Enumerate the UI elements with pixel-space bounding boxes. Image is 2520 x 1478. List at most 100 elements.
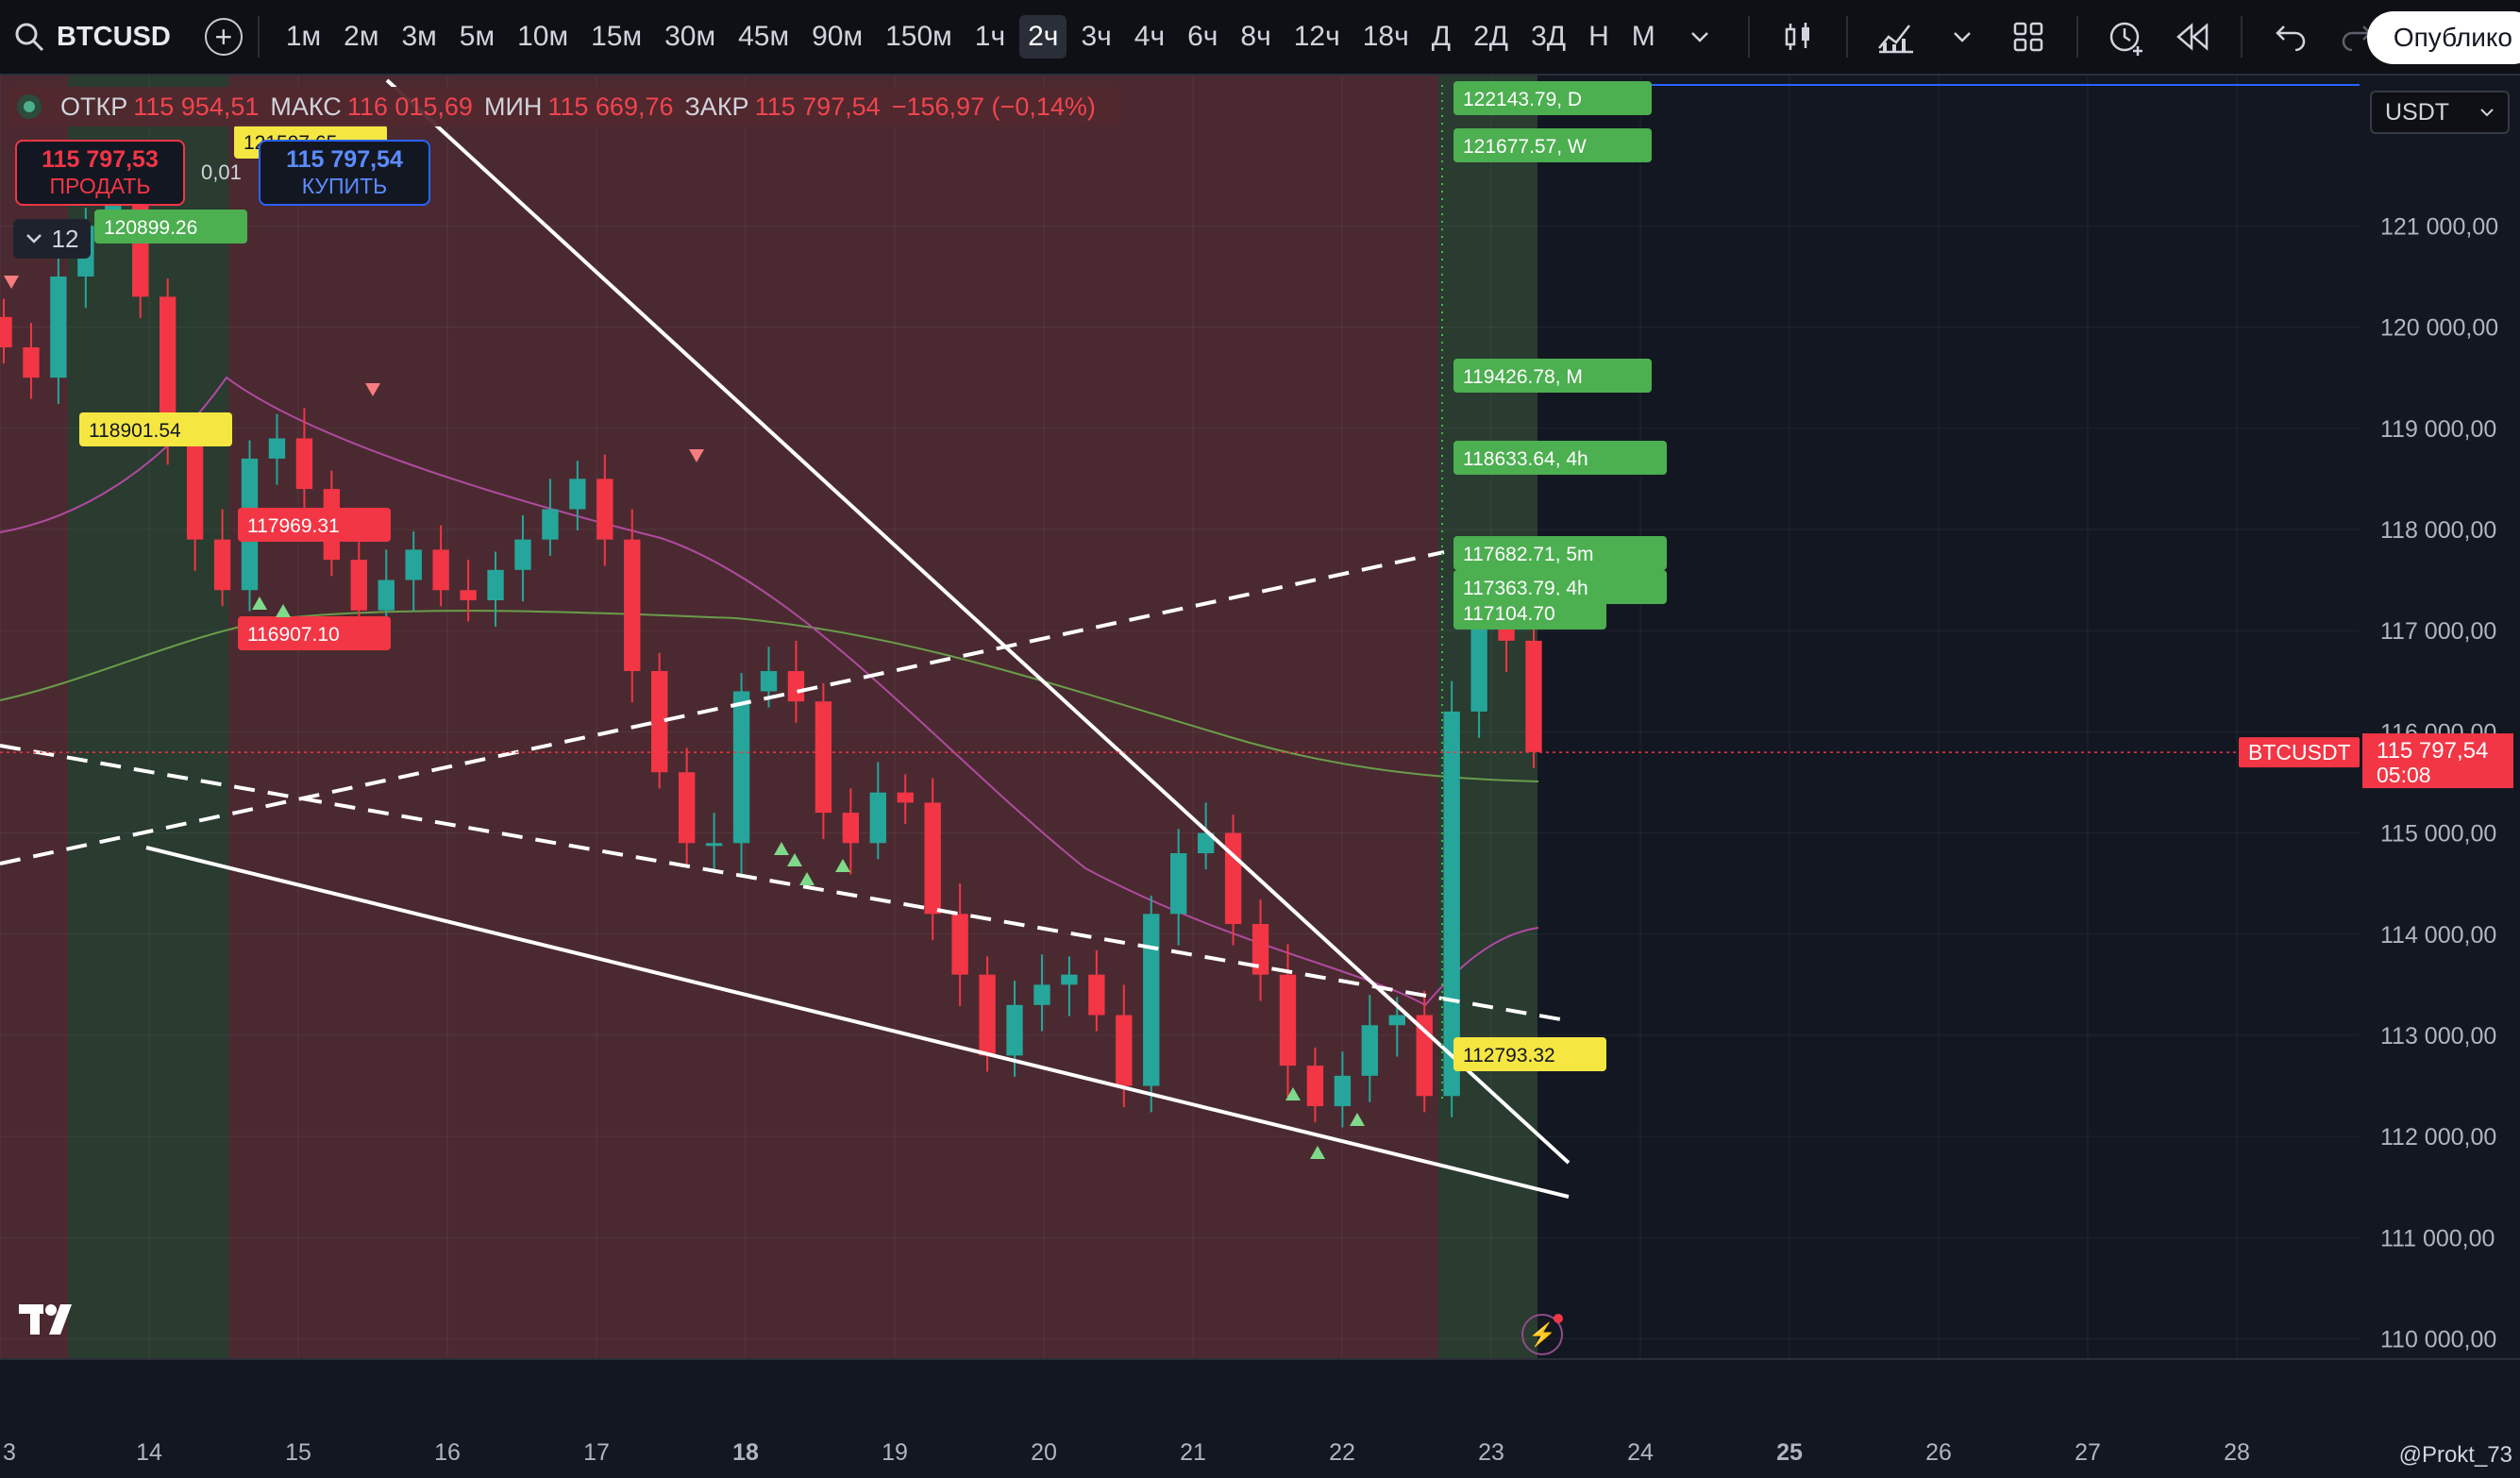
- buy-price: 115 797,54: [286, 146, 403, 173]
- sell-button[interactable]: 115 797,53 ПРОДАТЬ: [15, 140, 185, 206]
- price-tick: 113 000,00: [2380, 1023, 2496, 1050]
- layouts-grid-icon[interactable]: [2008, 17, 2048, 57]
- close-value: 115 797,54: [754, 92, 881, 121]
- compare-add-button[interactable]: +: [204, 18, 243, 56]
- dashed-trendline-down: [0, 744, 1572, 1023]
- replay-icon[interactable]: [2173, 17, 2212, 57]
- interval-19[interactable]: 2Д: [1473, 21, 1509, 52]
- candles: [0, 165, 1542, 1128]
- candle-body: [295, 438, 313, 490]
- ma-long-line: [0, 610, 1539, 782]
- lightning-icon[interactable]: ⚡: [1521, 1314, 1563, 1355]
- price-tick: 117 000,00: [2380, 618, 2496, 645]
- price-tick: 118 000,00: [2380, 517, 2496, 544]
- intervals-dropdown-chevron-icon[interactable]: [1680, 17, 1720, 57]
- interval-4[interactable]: 10м: [517, 21, 569, 52]
- interval-13[interactable]: 4ч: [1134, 21, 1166, 52]
- ma-short-line: [0, 376, 1539, 1007]
- alert-clock-icon[interactable]: [2107, 17, 2146, 57]
- change-value: −156,97 (−0,14%): [891, 92, 1096, 121]
- tradingview-logo[interactable]: [19, 1301, 81, 1338]
- candle-body: [350, 560, 367, 611]
- indicators-icon[interactable]: [1876, 17, 1916, 57]
- time-tick: 25: [1776, 1439, 1803, 1466]
- open-value: 115 954,51: [133, 92, 260, 121]
- sell-signal-marker: [689, 449, 704, 462]
- time-tick: 17: [583, 1439, 610, 1466]
- chevron-down-icon: [25, 234, 42, 244]
- interval-14[interactable]: 6ч: [1187, 21, 1218, 52]
- close-label: ЗАКР: [684, 92, 749, 121]
- interval-2[interactable]: 3м: [401, 21, 437, 52]
- level-label: 120899.26: [94, 210, 247, 244]
- level-label-text: 117969.31: [247, 515, 340, 537]
- interval-9[interactable]: 150м: [885, 21, 952, 52]
- candle-body: [651, 671, 668, 773]
- buy-button[interactable]: 115 797,54 КУПИТЬ: [259, 140, 430, 206]
- interval-21[interactable]: Н: [1588, 21, 1609, 52]
- candle-body: [1116, 1015, 1133, 1086]
- interval-6[interactable]: 30м: [664, 21, 716, 52]
- candle-body: [378, 579, 395, 611]
- time-tick: 22: [1329, 1439, 1355, 1466]
- candle-body: [678, 772, 696, 844]
- candles-icon[interactable]: [1778, 17, 1818, 57]
- currency-select[interactable]: USDT: [2370, 91, 2510, 134]
- indicators-toggle[interactable]: 12: [13, 219, 91, 259]
- price-tick: 119 000,00: [2380, 416, 2496, 443]
- sell-signal-marker: [365, 383, 380, 396]
- interval-16[interactable]: 12ч: [1293, 21, 1340, 52]
- price-scale-background: [2360, 76, 2520, 1359]
- chevron-down-icon: [2480, 109, 2494, 117]
- countdown-text: 05:08: [2377, 763, 2431, 787]
- interval-8[interactable]: 90м: [812, 21, 864, 52]
- indicators-count: 12: [51, 224, 79, 253]
- interval-3[interactable]: 5м: [459, 21, 496, 52]
- interval-1[interactable]: 2м: [344, 21, 379, 52]
- low-value: 115 669,76: [547, 92, 674, 121]
- candle-body: [542, 509, 559, 540]
- high-value: 116 015,69: [346, 92, 473, 121]
- candle-body: [1006, 1004, 1023, 1056]
- interval-18[interactable]: Д: [1431, 21, 1452, 52]
- level-label: 116907.10: [238, 616, 391, 650]
- interval-11[interactable]: 2ч: [1019, 15, 1067, 59]
- level-label-bg: [238, 508, 391, 542]
- interval-15[interactable]: 8ч: [1240, 21, 1271, 52]
- level-label-text: 119426.78, M: [1463, 366, 1583, 388]
- time-tick: 21: [1180, 1439, 1206, 1466]
- interval-20[interactable]: 3Д: [1531, 21, 1567, 52]
- interval-7[interactable]: 45м: [738, 21, 790, 52]
- level-label-bg: [1453, 536, 1667, 570]
- bearish-zone: [228, 76, 1438, 1359]
- interval-0[interactable]: 1м: [285, 21, 322, 52]
- level-label: 117969.31: [238, 508, 391, 542]
- last-price-bg: [2362, 733, 2513, 789]
- publish-button[interactable]: Опублико: [2366, 11, 2520, 64]
- level-label: 118633.64, 4h: [1453, 441, 1667, 475]
- time-tick: 15: [285, 1439, 311, 1466]
- trendline-lower: [145, 846, 1570, 1199]
- symbol-search[interactable]: BTCUSD: [13, 21, 171, 53]
- plus-icon: +: [214, 20, 233, 54]
- candle-body: [815, 701, 832, 814]
- candlestick-chart[interactable]: 122143.79, D 121677.57, W 119426.78, M 1186…: [0, 76, 2520, 1478]
- level-label-text: 118633.64, 4h: [1463, 448, 1588, 470]
- chart-area[interactable]: 122143.79, D 121677.57, W 119426.78, M 1186…: [0, 76, 2520, 1478]
- price-tick: 120 000,00: [2380, 315, 2498, 342]
- candle-body: [787, 671, 805, 702]
- indicators-dropdown-chevron-icon[interactable]: [1942, 17, 1982, 57]
- interval-12[interactable]: 3ч: [1081, 21, 1112, 52]
- interval-17[interactable]: 18ч: [1362, 21, 1409, 52]
- interval-10[interactable]: 1ч: [974, 21, 1006, 52]
- candle-body: [951, 914, 968, 975]
- candle-body: [268, 438, 286, 459]
- candle-body: [1470, 620, 1487, 712]
- interval-5[interactable]: 15м: [591, 21, 643, 52]
- candle-body: [924, 802, 941, 915]
- sell-price: 115 797,53: [42, 146, 159, 173]
- undo-icon[interactable]: [2271, 17, 2310, 57]
- level-label: 117682.71, 5m: [1453, 536, 1667, 570]
- interval-22[interactable]: М: [1631, 21, 1655, 52]
